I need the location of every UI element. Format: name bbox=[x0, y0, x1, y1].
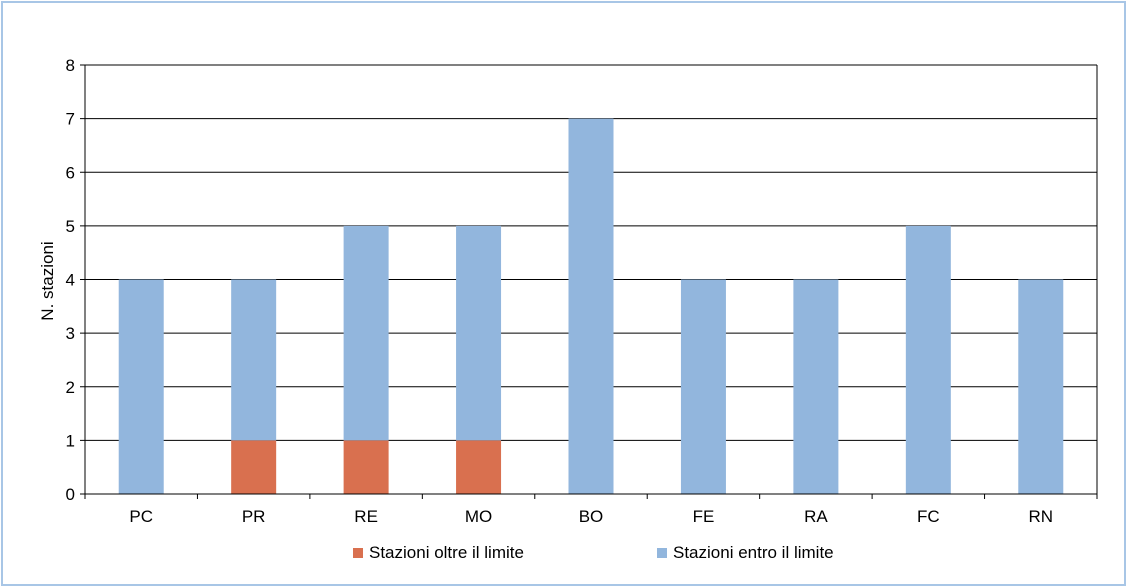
bar-rn-entro bbox=[1018, 279, 1064, 494]
x-tick-label-fc: FC bbox=[917, 507, 940, 526]
x-tick-label-mo: MO bbox=[465, 507, 492, 526]
y-tick-labels: 0 1 2 3 4 5 6 7 8 bbox=[66, 56, 75, 504]
axes bbox=[84, 65, 1098, 499]
y-tick-label: 0 bbox=[66, 485, 75, 504]
legend-swatch-entro bbox=[657, 548, 667, 558]
bar-pc-entro bbox=[118, 279, 164, 494]
y-tick-label: 8 bbox=[66, 56, 75, 75]
bar-chart: 0 1 2 3 4 5 6 7 8 PC PR RE MO BO FE RA FC RN N. stazioni… bbox=[38, 56, 1098, 562]
bars bbox=[118, 118, 1064, 494]
legend-label-entro: Stazioni entro il limite bbox=[673, 543, 834, 562]
legend: Stazioni oltre il limite Stazioni entro … bbox=[353, 543, 834, 562]
legend-label-oltre: Stazioni oltre il limite bbox=[369, 543, 524, 562]
y-tick-label: 1 bbox=[66, 431, 75, 450]
y-tick-label: 6 bbox=[66, 163, 75, 182]
bar-re-entro bbox=[343, 225, 389, 441]
x-tick-label-fe: FE bbox=[693, 507, 715, 526]
bar-mo-entro bbox=[456, 225, 502, 441]
legend-swatch-oltre bbox=[353, 548, 363, 558]
x-tick-label-ra: RA bbox=[804, 507, 828, 526]
y-tick-label: 7 bbox=[66, 110, 75, 129]
x-tick-labels: PC PR RE MO BO FE RA FC RN bbox=[129, 507, 1053, 526]
bar-fc-entro bbox=[905, 225, 951, 494]
y-tick-label: 5 bbox=[66, 217, 75, 236]
x-tick-label-bo: BO bbox=[579, 507, 604, 526]
bar-fe-entro bbox=[680, 279, 726, 494]
y-tick-label: 3 bbox=[66, 324, 75, 343]
x-tick-label-re: RE bbox=[354, 507, 378, 526]
bar-bo-entro bbox=[568, 118, 614, 494]
y-tick-label: 4 bbox=[66, 271, 75, 290]
bar-mo-oltre bbox=[456, 440, 502, 494]
bar-pr-entro bbox=[231, 279, 277, 441]
x-tick-label-pc: PC bbox=[129, 507, 153, 526]
bar-pr-oltre bbox=[231, 440, 277, 494]
x-tick-label-pr: PR bbox=[242, 507, 266, 526]
y-tick-label: 2 bbox=[66, 378, 75, 397]
x-tick-label-rn: RN bbox=[1028, 507, 1053, 526]
bar-ra-entro bbox=[793, 279, 839, 494]
y-axis-label: N. stazioni bbox=[38, 241, 57, 320]
bar-re-oltre bbox=[343, 440, 389, 494]
